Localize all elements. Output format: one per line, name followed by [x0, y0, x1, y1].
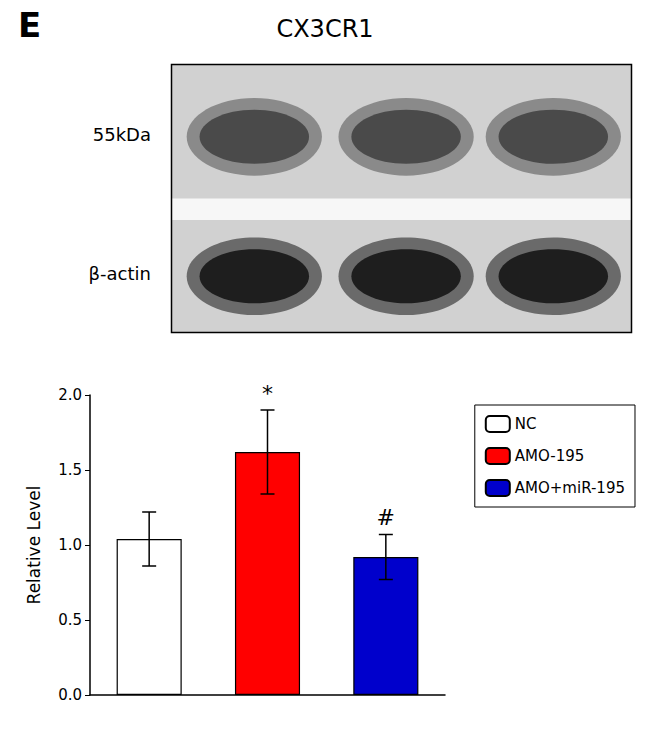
svg-text:CX3CR1: CX3CR1: [276, 15, 373, 43]
svg-text:2.0: 2.0: [58, 386, 82, 404]
svg-text:AMO-195: AMO-195: [515, 447, 584, 465]
svg-text:0.0: 0.0: [58, 686, 82, 704]
svg-text:#: #: [377, 505, 395, 530]
svg-text:Relative Level: Relative Level: [24, 486, 44, 605]
svg-text:*: *: [262, 381, 273, 406]
svg-text:55kDa: 55kDa: [93, 124, 151, 145]
svg-text:β-actin: β-actin: [89, 263, 151, 284]
svg-text:AMO+miR-195: AMO+miR-195: [515, 479, 625, 497]
svg-text:E: E: [18, 5, 41, 45]
svg-text:1.5: 1.5: [58, 461, 82, 479]
svg-text:1.0: 1.0: [58, 536, 82, 554]
svg-text:NC: NC: [515, 415, 537, 433]
svg-text:0.5: 0.5: [58, 611, 82, 629]
